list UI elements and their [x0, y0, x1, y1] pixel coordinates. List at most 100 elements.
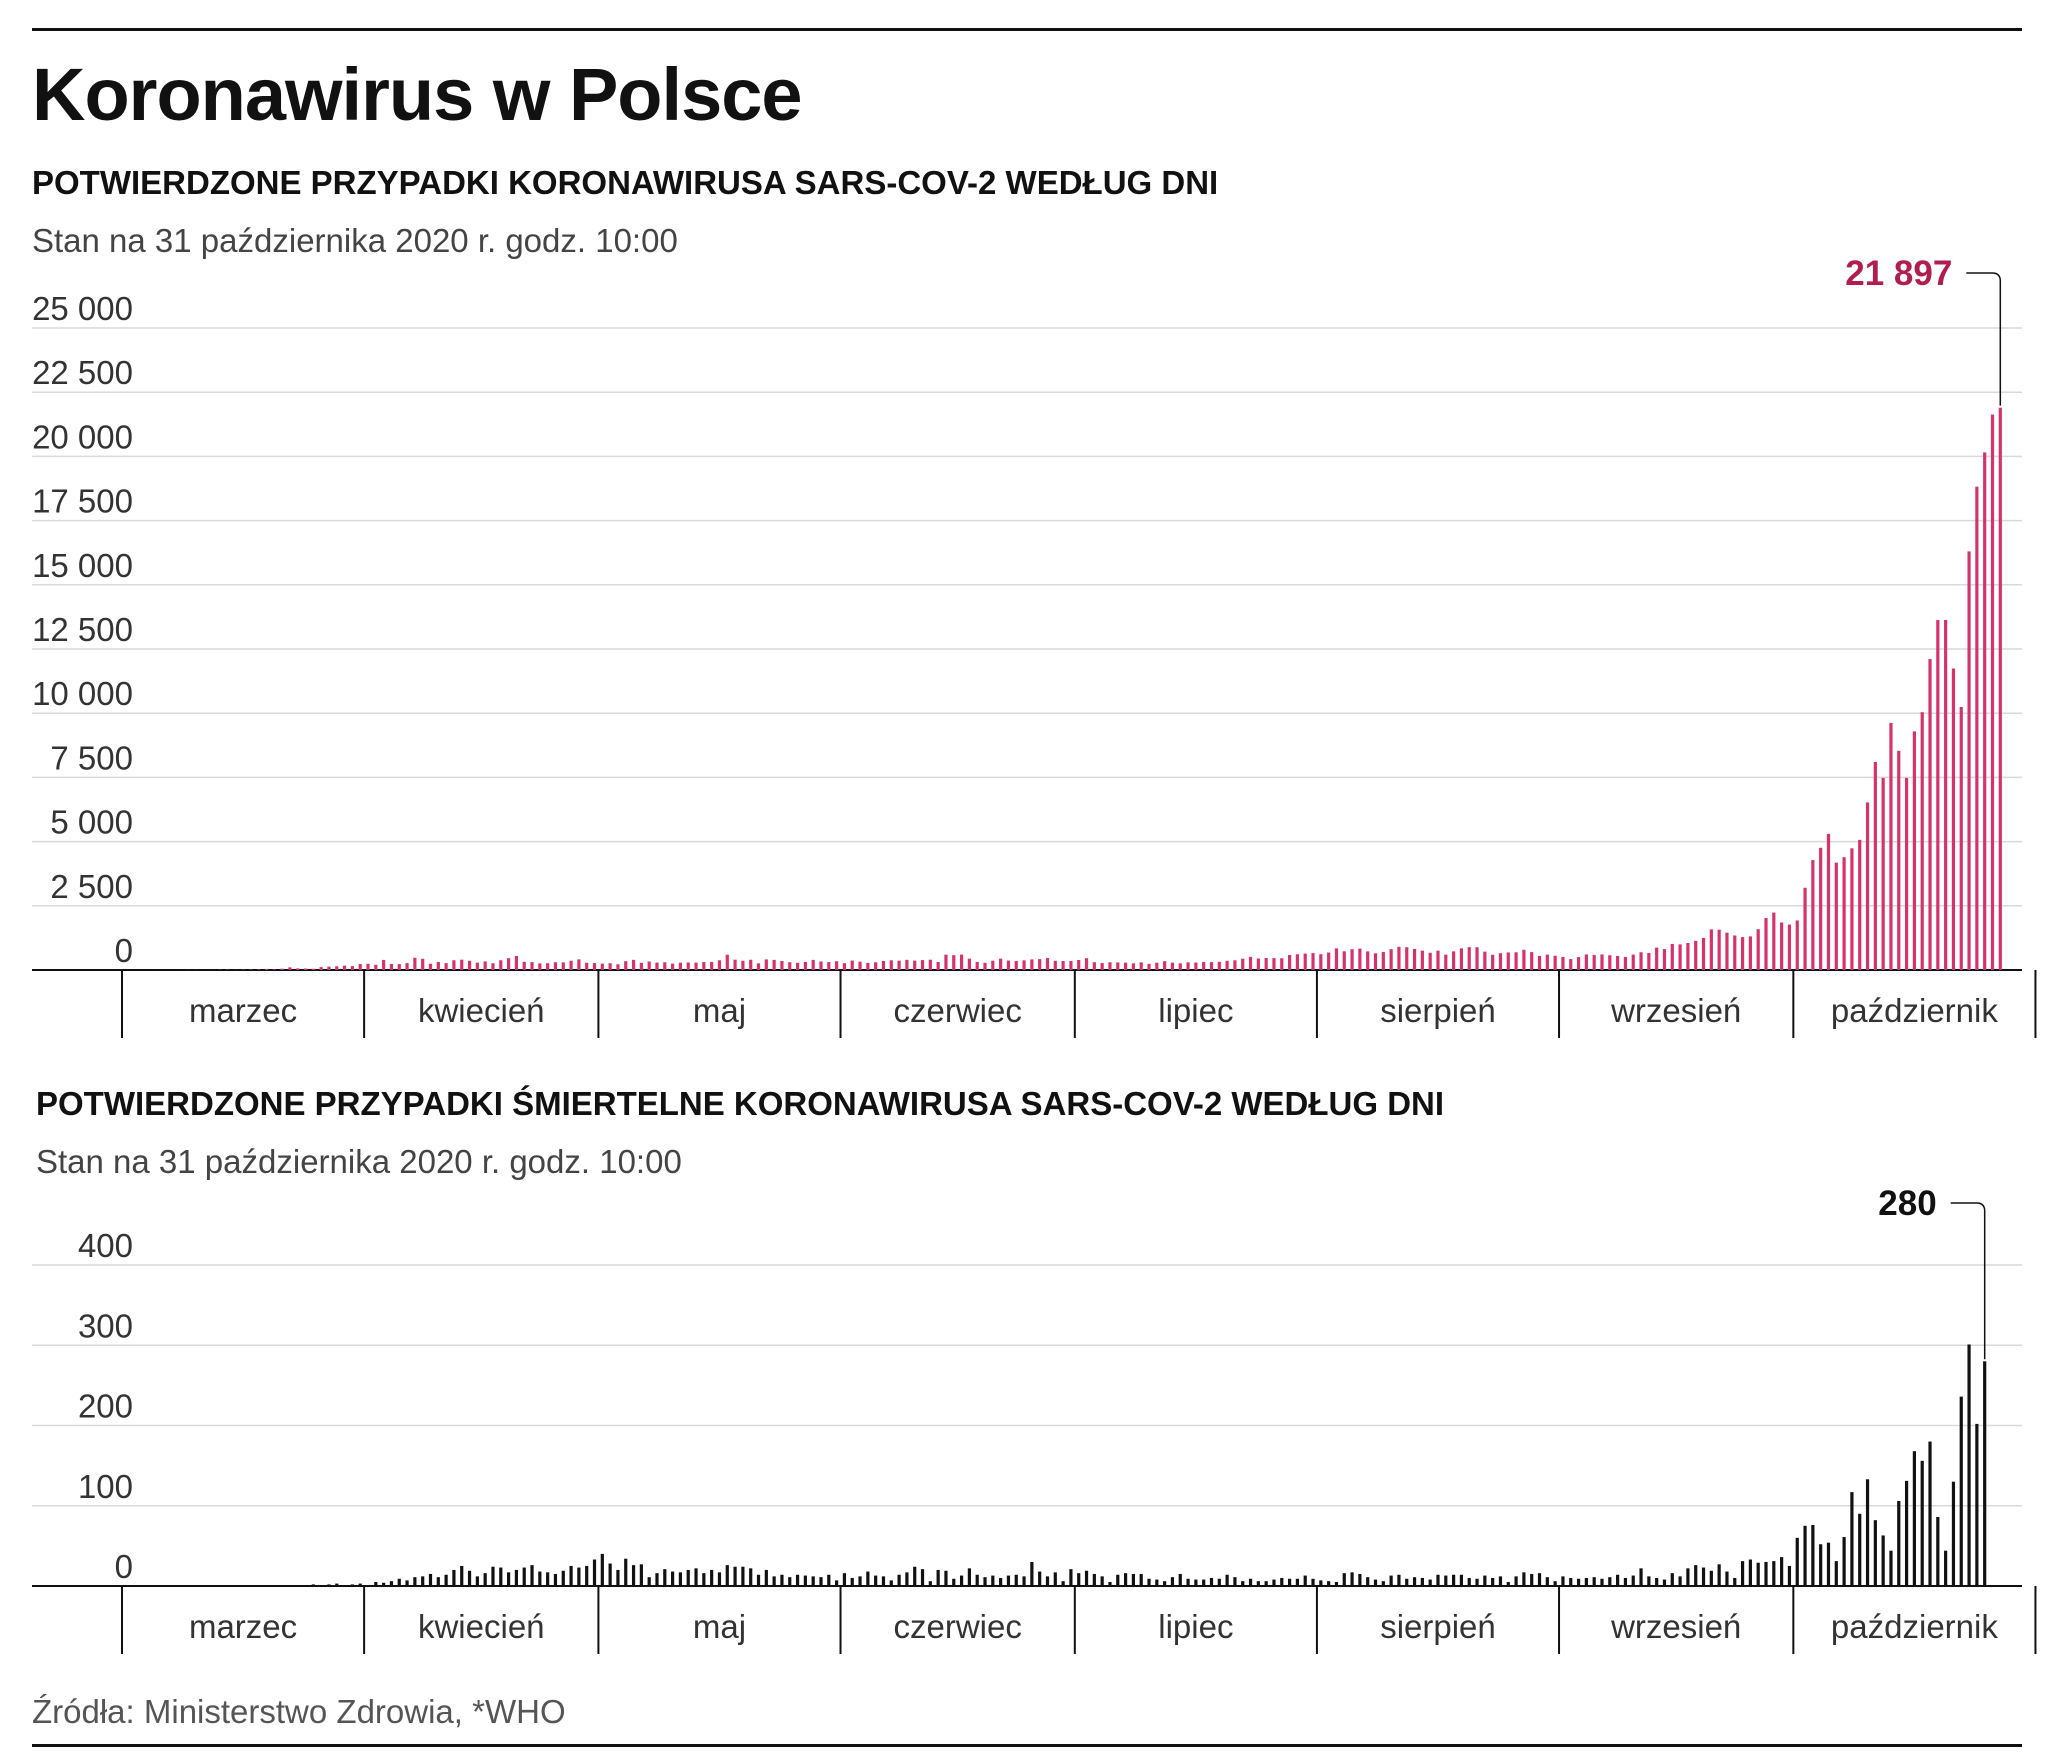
bar — [1826, 833, 1831, 970]
bar — [772, 959, 776, 970]
bar — [1740, 1561, 1745, 1586]
bar — [952, 955, 956, 970]
bar — [436, 1577, 440, 1586]
bar — [694, 1568, 698, 1586]
bar — [460, 1565, 464, 1586]
bar — [756, 963, 761, 970]
bar — [1389, 949, 1393, 970]
bar — [1327, 1581, 1331, 1586]
bar — [1412, 1577, 1417, 1586]
bar — [327, 1584, 331, 1586]
bar — [913, 960, 917, 970]
bar — [1123, 962, 1128, 970]
bar — [1373, 1579, 1378, 1586]
bar — [1514, 1576, 1518, 1586]
bar — [1092, 962, 1096, 970]
bar — [1967, 1344, 1971, 1586]
bar — [1904, 777, 1909, 970]
bar — [850, 1577, 854, 1586]
bar — [1061, 960, 1065, 970]
bar — [296, 968, 300, 970]
bar — [710, 1569, 714, 1586]
bar — [647, 961, 651, 970]
bar — [1725, 932, 1729, 970]
bar — [1319, 954, 1323, 970]
deaths-chart-subtitle: Stan na 31 października 2020 r. godz. 10… — [36, 1143, 682, 1180]
bar — [1670, 943, 1674, 970]
y-tick-label: 2 500 — [50, 868, 133, 905]
bar — [1342, 951, 1346, 970]
bar — [1194, 1579, 1198, 1586]
bar — [780, 960, 784, 970]
bar — [608, 963, 612, 970]
bar — [327, 966, 331, 970]
bar — [483, 961, 487, 970]
bar — [1740, 937, 1745, 970]
bar — [585, 1565, 589, 1586]
bar — [546, 963, 550, 970]
bar — [1030, 959, 1034, 970]
bar — [1459, 948, 1464, 970]
bar — [561, 1570, 565, 1586]
page-title: Koronawirus w Polsce — [32, 53, 803, 136]
bar — [1295, 954, 1300, 970]
bar — [827, 1574, 831, 1586]
bar — [1358, 948, 1362, 970]
bar — [1944, 619, 1948, 970]
bar — [382, 1582, 386, 1586]
bar — [1928, 1441, 1932, 1586]
bar — [421, 958, 425, 970]
bar — [1350, 1572, 1354, 1586]
bar — [358, 1583, 362, 1586]
bar — [827, 962, 831, 970]
bar — [835, 961, 839, 970]
bar — [257, 969, 261, 970]
bar — [405, 1580, 409, 1586]
bar — [788, 1577, 792, 1586]
bar — [1670, 1573, 1674, 1586]
cases-chart-title: POTWIERDZONE PRZYPADKI KORONAWIRUSA SARS… — [32, 164, 1219, 201]
bar — [1100, 1576, 1104, 1586]
month-label: marzec — [189, 992, 297, 1029]
bar — [1170, 962, 1175, 970]
bar — [1405, 1578, 1409, 1586]
y-tick-label: 100 — [78, 1468, 133, 1505]
bar — [1483, 1575, 1487, 1586]
bar — [1920, 712, 1924, 970]
bar — [577, 1567, 581, 1586]
bar — [655, 962, 659, 970]
bar — [342, 965, 347, 970]
bar — [467, 960, 472, 970]
bar — [1280, 958, 1284, 970]
bar — [491, 1566, 495, 1586]
bar — [1998, 407, 2002, 970]
bar — [546, 1572, 550, 1586]
bar — [678, 1572, 683, 1586]
bar — [1084, 1570, 1089, 1586]
bar — [897, 1574, 901, 1586]
bar — [311, 968, 315, 970]
bar — [1803, 887, 1807, 970]
bar — [999, 958, 1003, 970]
bar — [959, 1575, 964, 1586]
month-label: kwiecień — [418, 1608, 545, 1645]
y-tick-label: 20 000 — [32, 418, 133, 455]
month-label: październik — [1831, 992, 1998, 1029]
bar — [1022, 1576, 1026, 1586]
bar — [1936, 620, 1940, 970]
bar — [928, 959, 932, 970]
bar — [1397, 1574, 1401, 1586]
bar — [1662, 1579, 1667, 1586]
bar — [795, 1574, 800, 1586]
bar — [1850, 848, 1854, 970]
bar — [639, 1564, 643, 1586]
month-label: wrzesień — [1610, 992, 1741, 1029]
bar — [874, 1575, 878, 1586]
bar — [1077, 1573, 1081, 1586]
bar — [975, 961, 979, 970]
bar — [1116, 1574, 1120, 1586]
bar — [1686, 1568, 1690, 1586]
bar — [1748, 1559, 1752, 1586]
bar — [1600, 1578, 1604, 1586]
bar — [1889, 1550, 1893, 1586]
